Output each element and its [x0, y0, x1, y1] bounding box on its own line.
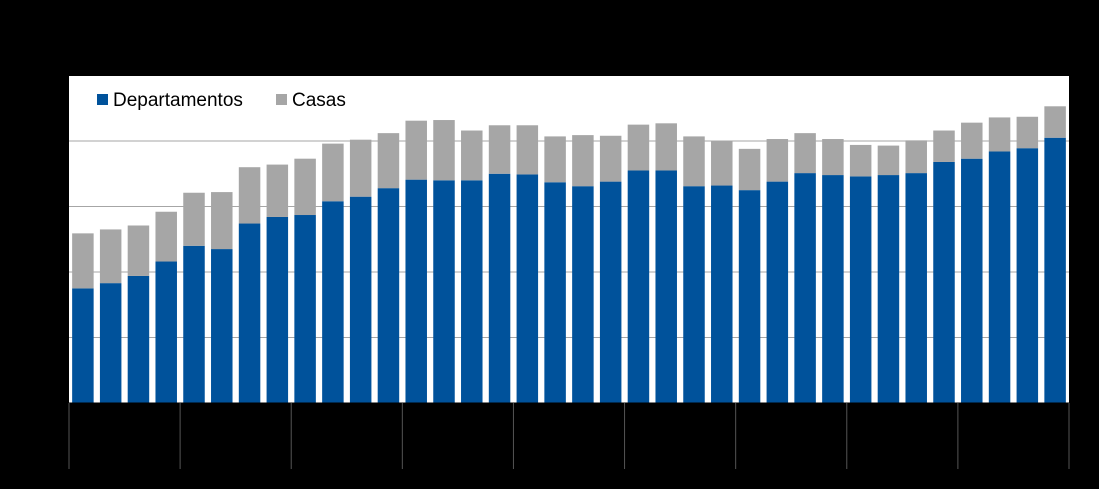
bar-casas-25: [738, 148, 761, 191]
bar-casas-19: [572, 135, 594, 187]
bar-casas-15: [461, 130, 483, 181]
bar-departamentos-11: [349, 196, 372, 403]
bar-departamentos-5: [183, 245, 205, 403]
bar-casas-18: [544, 136, 566, 183]
bar-departamentos-20: [599, 181, 622, 403]
bar-departamentos-18: [544, 182, 566, 403]
bar-casas-21: [627, 124, 650, 171]
bar-departamentos-12: [377, 188, 400, 403]
bar-departamentos-4: [155, 261, 177, 403]
bar-casas-28: [822, 139, 844, 176]
bar-casas-9: [294, 158, 316, 216]
bar-casas-17: [516, 125, 539, 175]
bar-casas-23: [683, 136, 705, 187]
bar-departamentos-32: [933, 161, 955, 403]
bar-departamentos-2: [99, 283, 122, 403]
bar-departamentos-34: [988, 151, 1011, 403]
bar-departamentos-19: [572, 186, 594, 403]
bar-departamentos-22: [655, 170, 677, 403]
bar-departamentos-10: [322, 201, 344, 403]
bar-casas-30: [877, 145, 900, 176]
legend-label-casas: Casas: [292, 90, 346, 111]
bar-departamentos-27: [794, 173, 816, 403]
bar-departamentos-25: [738, 190, 761, 404]
bar-casas-4: [155, 211, 177, 262]
legend-swatch-departamentos: [97, 94, 108, 105]
bar-casas-29: [849, 144, 872, 177]
bar-departamentos-29: [849, 176, 872, 403]
bar-casas-3: [127, 225, 150, 276]
bar-casas-6: [211, 192, 233, 250]
bar-departamentos-3: [127, 275, 150, 403]
bar-casas-7: [238, 167, 261, 224]
bar-departamentos-33: [961, 158, 983, 403]
plot-area: [69, 76, 1069, 403]
bar-casas-31: [905, 140, 927, 174]
bar-departamentos-13: [405, 179, 427, 403]
bar-casas-20: [599, 135, 622, 182]
bar-casas-10: [322, 143, 344, 202]
x-axis: [68, 402, 1070, 469]
bar-departamentos-36: [1044, 137, 1066, 404]
bar-casas-2: [99, 229, 122, 284]
bar-departamentos-9: [294, 215, 316, 403]
bar-departamentos-28: [822, 175, 844, 403]
bar-departamentos-8: [266, 216, 289, 403]
bar-departamentos-17: [516, 174, 539, 403]
bar-casas-33: [961, 122, 983, 159]
bar-casas-5: [183, 192, 205, 246]
bar-departamentos-26: [766, 181, 789, 403]
bar-departamentos-31: [905, 173, 927, 403]
bar-casas-16: [488, 125, 511, 174]
bar-departamentos-7: [238, 223, 261, 403]
bar-departamentos-24: [711, 185, 733, 403]
bar-casas-34: [988, 117, 1011, 152]
legend-swatch-casas: [276, 94, 287, 105]
bar-casas-12: [377, 133, 400, 189]
bar-casas-26: [766, 139, 789, 182]
bar-departamentos-16: [488, 173, 511, 403]
bar-departamentos-15: [461, 180, 483, 403]
legend: Departamentos Casas: [97, 90, 346, 111]
legend-label-departamentos: Departamentos: [113, 90, 243, 111]
bar-departamentos-1: [72, 288, 94, 404]
bar-casas-13: [405, 120, 427, 180]
bar-casas-27: [794, 133, 816, 174]
bar-casas-24: [711, 141, 733, 186]
bar-departamentos-21: [627, 170, 650, 403]
bar-casas-32: [933, 130, 955, 162]
bars: [72, 106, 1066, 404]
bar-departamentos-23: [683, 186, 705, 403]
bar-casas-8: [266, 164, 289, 217]
bar-casas-35: [1016, 116, 1039, 149]
bar-casas-36: [1044, 106, 1066, 138]
bar-casas-22: [655, 123, 677, 171]
gridlines: [69, 140, 1069, 338]
bar-departamentos-6: [211, 249, 233, 403]
bar-casas-14: [433, 120, 455, 181]
bar-casas-1: [72, 233, 94, 289]
bar-casas-11: [349, 139, 372, 197]
bar-departamentos-14: [433, 180, 455, 403]
bar-departamentos-35: [1016, 148, 1039, 403]
bar-departamentos-30: [877, 175, 900, 403]
